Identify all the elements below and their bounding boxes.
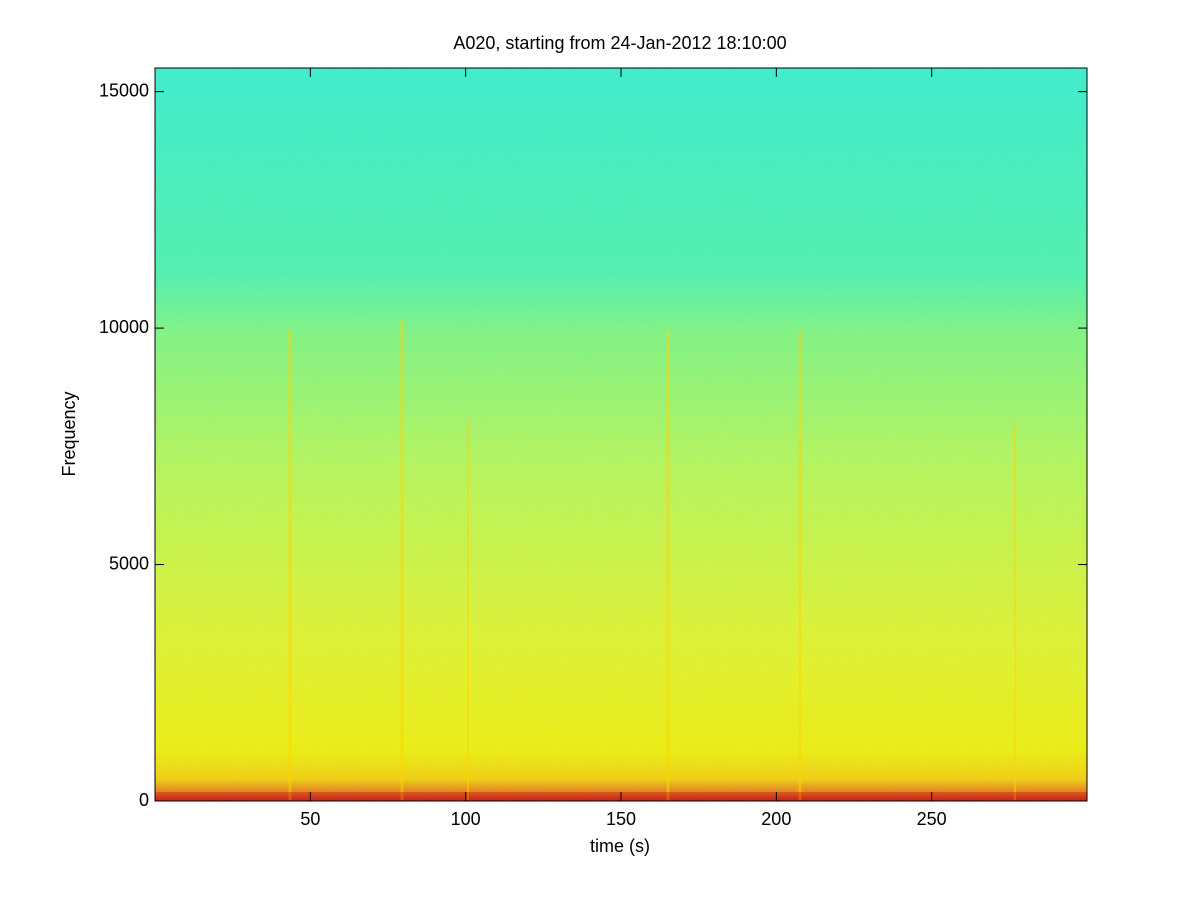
chart-title: A020, starting from 24-Jan-2012 18:10:00	[453, 33, 786, 53]
x-tick-label: 150	[606, 809, 636, 829]
x-tick-label: 200	[761, 809, 791, 829]
x-axis-label: time (s)	[590, 836, 650, 856]
x-tick-label: 250	[917, 809, 947, 829]
spectrogram-streaks	[288, 320, 1016, 800]
x-tick-label: 50	[300, 809, 320, 829]
plot-area	[154, 67, 1088, 802]
y-tick-label: 5000	[109, 553, 149, 573]
y-tick-label: 15000	[99, 80, 149, 100]
y-tick-label: 0	[139, 790, 149, 810]
y-axis-label: Frequency	[59, 391, 79, 476]
x-tick-label: 100	[451, 809, 481, 829]
y-tick-label: 10000	[99, 317, 149, 337]
spectrogram-texture	[155, 68, 1087, 801]
